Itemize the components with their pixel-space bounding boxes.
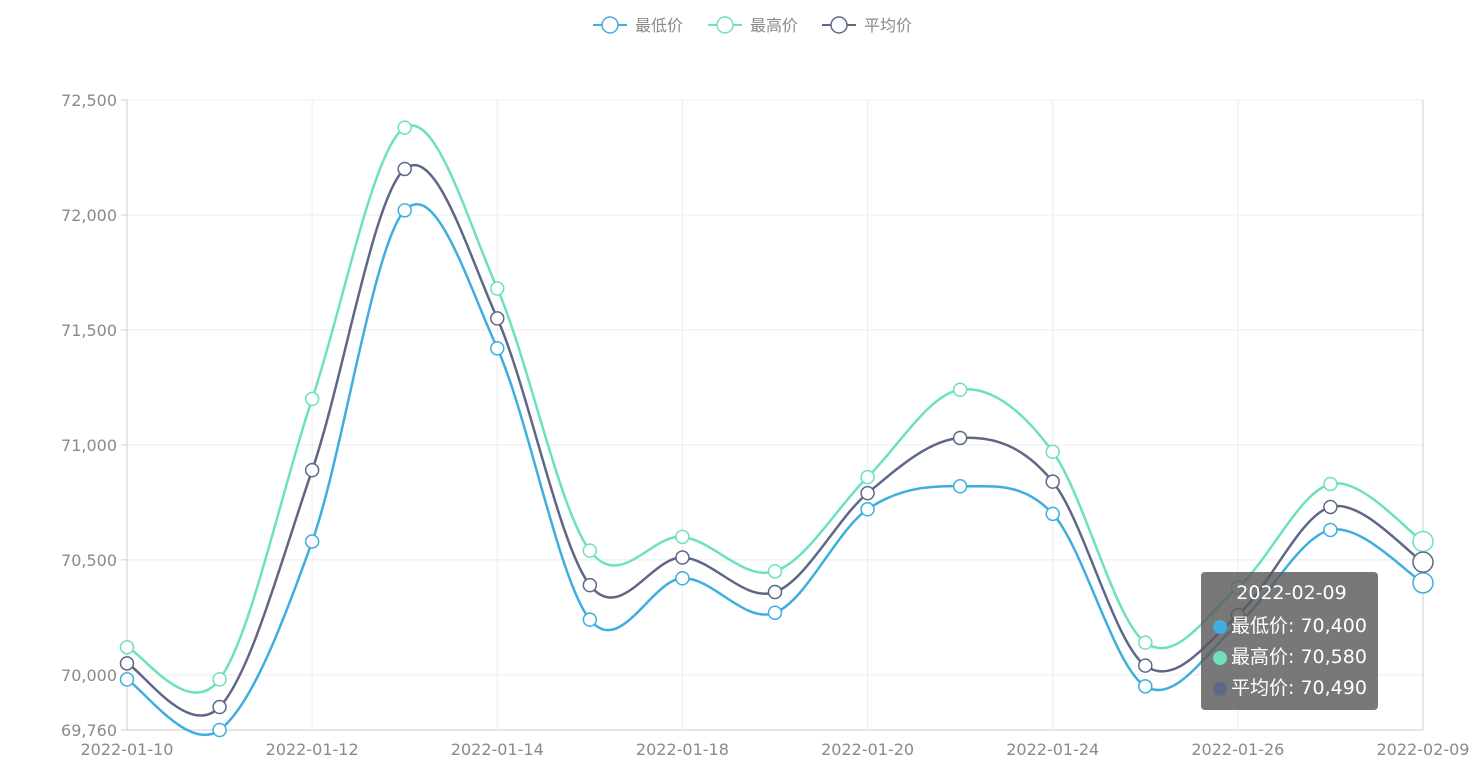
data-point (767, 605, 783, 620)
data-point (952, 479, 968, 494)
y-tick-label: 72,000 (61, 206, 117, 225)
data-point (1045, 444, 1060, 460)
legend-marker-icon (830, 16, 848, 34)
data-point (1138, 679, 1153, 694)
tooltip-row: 最低价: 70,400 (1213, 611, 1370, 642)
data-point (1045, 474, 1060, 489)
tooltip-series-dot (1213, 619, 1227, 634)
tooltip-series-dot (1213, 681, 1227, 696)
tooltip: 2022-02-09 最低价: 70,400 最高价: 70,580 平均价: … (1201, 572, 1378, 710)
y-tick-label: 71,000 (61, 436, 117, 455)
x-axis-tick-labels: 2022-01-10 2022-01-12 2022-01-14 2022-01-18… (81, 740, 1470, 759)
data-point (860, 485, 875, 501)
data-point (582, 577, 598, 593)
tooltip-series-dot (1213, 650, 1227, 665)
x-tick-label: 2022-01-10 (81, 740, 174, 759)
data-point (119, 672, 135, 687)
data-point (1138, 658, 1153, 673)
data-point (212, 672, 227, 687)
y-tick-label: 72,500 (61, 91, 117, 110)
data-point (1323, 499, 1338, 515)
data-point (212, 722, 227, 738)
data-point (582, 543, 598, 558)
series-line-3 (126, 164, 1424, 717)
tooltip-title: 2022-02-09 (1236, 582, 1347, 604)
data-point (767, 584, 783, 600)
axes (121, 99, 1424, 731)
data-point (119, 639, 135, 655)
series-line-1 (126, 203, 1424, 737)
data-point (860, 469, 875, 485)
series-lines (126, 124, 1424, 737)
data-point (304, 534, 320, 549)
legend-label: 平均价 (864, 16, 912, 35)
y-axis-tick-labels: 69,760 70,000 70,500 71,000 71,500 72,000 72,5… (61, 91, 117, 740)
data-point (860, 502, 875, 517)
x-tick-label: 2022-02-09 (1377, 740, 1470, 759)
data-point (675, 529, 690, 545)
data-point (304, 462, 320, 478)
series-line-2 (126, 124, 1424, 694)
tooltip-row-label: 平均价: 70,490 (1231, 677, 1367, 699)
data-point (397, 203, 412, 218)
data-point (397, 120, 412, 135)
data-point (1412, 551, 1434, 573)
legend-marker-icon (601, 16, 619, 34)
legend-label: 最高价 (750, 16, 798, 35)
data-point (582, 612, 598, 627)
x-tick-label: 2022-01-18 (636, 740, 729, 759)
tooltip-row: 最高价: 70,580 (1213, 642, 1370, 673)
data-point (1323, 476, 1338, 492)
data-point (1323, 522, 1338, 538)
y-tick-label: 70,000 (61, 666, 117, 685)
legend: 最低价 最高价 平均价 (593, 16, 912, 35)
x-tick-label: 2022-01-20 (821, 740, 914, 759)
data-point (1138, 635, 1153, 650)
data-point (397, 161, 412, 177)
x-tick-label: 2022-01-24 (1006, 740, 1099, 759)
data-point (490, 311, 505, 326)
data-point (1412, 530, 1434, 553)
data-point (675, 570, 690, 586)
data-point (675, 550, 690, 565)
data-point (212, 699, 227, 715)
data-point (952, 382, 968, 397)
data-point (490, 281, 505, 296)
data-point (119, 656, 135, 671)
y-tick-label: 71,500 (61, 321, 117, 340)
data-point (767, 564, 783, 579)
tooltip-row: 平均价: 70,490 (1213, 673, 1370, 704)
x-tick-label: 2022-01-26 (1191, 740, 1284, 759)
data-point (1412, 572, 1434, 594)
tooltip-row-label: 最低价: 70,400 (1231, 615, 1367, 637)
legend-marker-icon (716, 16, 734, 34)
data-point (490, 341, 505, 356)
tooltip-row-label: 最高价: 70,580 (1231, 646, 1367, 668)
x-tick-label: 2022-01-12 (266, 740, 359, 759)
y-tick-label: 69,760 (61, 721, 117, 740)
x-tick-label: 2022-01-14 (451, 740, 544, 759)
y-tick-label: 70,500 (61, 551, 117, 570)
legend-label: 最低价 (635, 16, 683, 35)
data-point (1045, 506, 1060, 522)
data-point (304, 391, 320, 407)
data-point (952, 430, 968, 446)
